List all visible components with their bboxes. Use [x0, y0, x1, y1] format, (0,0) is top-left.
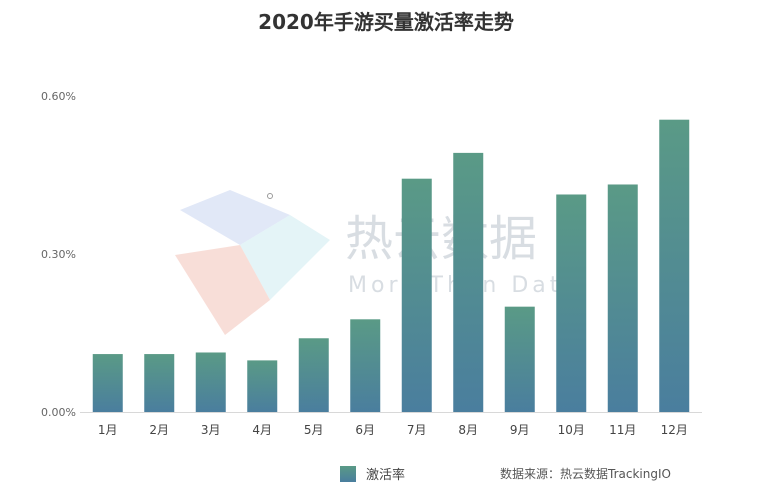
source-note: 数据来源：热云数据TrackingIO	[500, 466, 671, 481]
x-tick-label: 9月	[510, 423, 530, 437]
x-axis-labels: 1月 2月 3月 4月 5月 6月 7月 8月 9月 10月 11月 12月	[98, 423, 688, 437]
x-tick-label: 5月	[304, 423, 324, 437]
x-tick-label: 12月	[661, 423, 688, 437]
y-tick-label: 0.30%	[41, 248, 76, 261]
bar	[504, 306, 535, 412]
bar	[453, 152, 484, 412]
bar	[247, 360, 278, 412]
legend: 激活率	[340, 466, 405, 483]
bar	[659, 119, 690, 412]
bars	[92, 119, 690, 412]
x-tick-label: 2月	[149, 423, 169, 437]
x-tick-label: 4月	[252, 423, 272, 437]
bar	[401, 178, 432, 412]
x-tick-label: 7月	[407, 423, 427, 437]
legend-swatch	[340, 466, 356, 482]
x-tick-label: 1月	[98, 423, 118, 437]
bar	[92, 354, 123, 412]
bar	[144, 354, 175, 412]
x-tick-label: 8月	[458, 423, 478, 437]
y-tick-label: 0.00%	[41, 406, 76, 419]
bar	[298, 338, 329, 412]
x-tick-label: 11月	[609, 423, 636, 437]
x-tick-label: 6月	[355, 423, 375, 437]
bar	[556, 194, 587, 412]
x-tick-label: 10月	[558, 423, 585, 437]
legend-label: 激活率	[366, 467, 405, 483]
y-axis-ticks: 0.00% 0.30% 0.60%	[41, 90, 76, 419]
watermark-logo-blue	[180, 190, 290, 245]
bar	[195, 352, 226, 412]
bar	[607, 184, 638, 412]
watermark-logo-red	[175, 245, 270, 335]
x-tick-label: 3月	[201, 423, 221, 437]
watermark-logo-cyan	[240, 215, 330, 300]
chart-title: 2020年手游买量激活率走势	[258, 10, 514, 34]
watermark-dot	[267, 193, 273, 199]
watermark-brand: 热云数据	[345, 211, 537, 267]
bar	[350, 319, 381, 412]
y-tick-label: 0.60%	[41, 90, 76, 103]
